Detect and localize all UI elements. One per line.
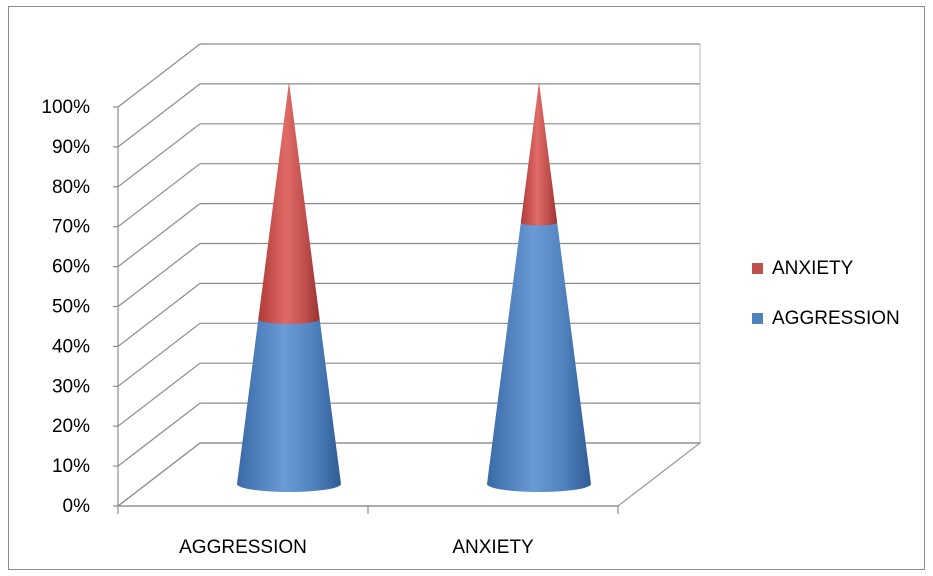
legend-swatch (752, 313, 763, 324)
legend-label: ANXIETY (772, 258, 854, 279)
cone-segment-anxiety (258, 82, 320, 324)
legend-item: ANXIETY (752, 258, 854, 279)
gridline-side (117, 123, 201, 188)
y-tick-label: 0% (63, 496, 91, 517)
gridline-side (117, 163, 201, 228)
gridline-side (117, 83, 201, 148)
y-tick-label: 90% (52, 137, 90, 158)
y-tick-label: 50% (52, 297, 90, 318)
y-tick-label: 80% (52, 177, 90, 198)
y-axis-ticks: 0% 10% 20% 30% 40% 50% 60% 70% 80% 90% 100% (41, 97, 90, 517)
plot-area (237, 82, 591, 492)
gridline-side (117, 322, 201, 387)
y-tick-label: 10% (52, 456, 90, 477)
gridlines (117, 43, 700, 507)
cone-segment-aggression (487, 219, 591, 492)
y-tick-label: 70% (52, 217, 90, 238)
legend-label: AGGRESSION (772, 308, 900, 329)
legend-item: AGGRESSION (752, 308, 900, 329)
cone-segment-anxiety (520, 82, 558, 226)
y-tick-label: 30% (52, 376, 90, 397)
gridline-side (117, 362, 201, 427)
y-tick-label: 20% (52, 416, 90, 437)
legend: ANXIETY AGGRESSION (752, 258, 900, 329)
y-tick-label: 100% (41, 97, 90, 118)
chart-walls (116, 44, 702, 507)
gridline-side (117, 243, 201, 307)
x-category-label: AGGRESSION (179, 537, 307, 558)
gridline-side (117, 282, 201, 347)
floor (116, 442, 702, 507)
x-axis-categories: AGGRESSION ANXIETY (179, 537, 534, 558)
legend-swatch (752, 263, 763, 274)
axes (113, 106, 619, 514)
chart-frame (8, 6, 925, 570)
cone-aggression (237, 82, 341, 492)
gridline-side (117, 402, 201, 467)
cone-anxiety (487, 82, 591, 492)
y-tick-label: 60% (52, 257, 90, 278)
y-tick-label: 40% (52, 336, 90, 357)
cone-segment-aggression (237, 314, 341, 492)
x-category-label: ANXIETY (452, 537, 534, 558)
gridline-side (117, 43, 201, 108)
gridline-side (117, 442, 201, 507)
gridline-side (117, 203, 201, 268)
